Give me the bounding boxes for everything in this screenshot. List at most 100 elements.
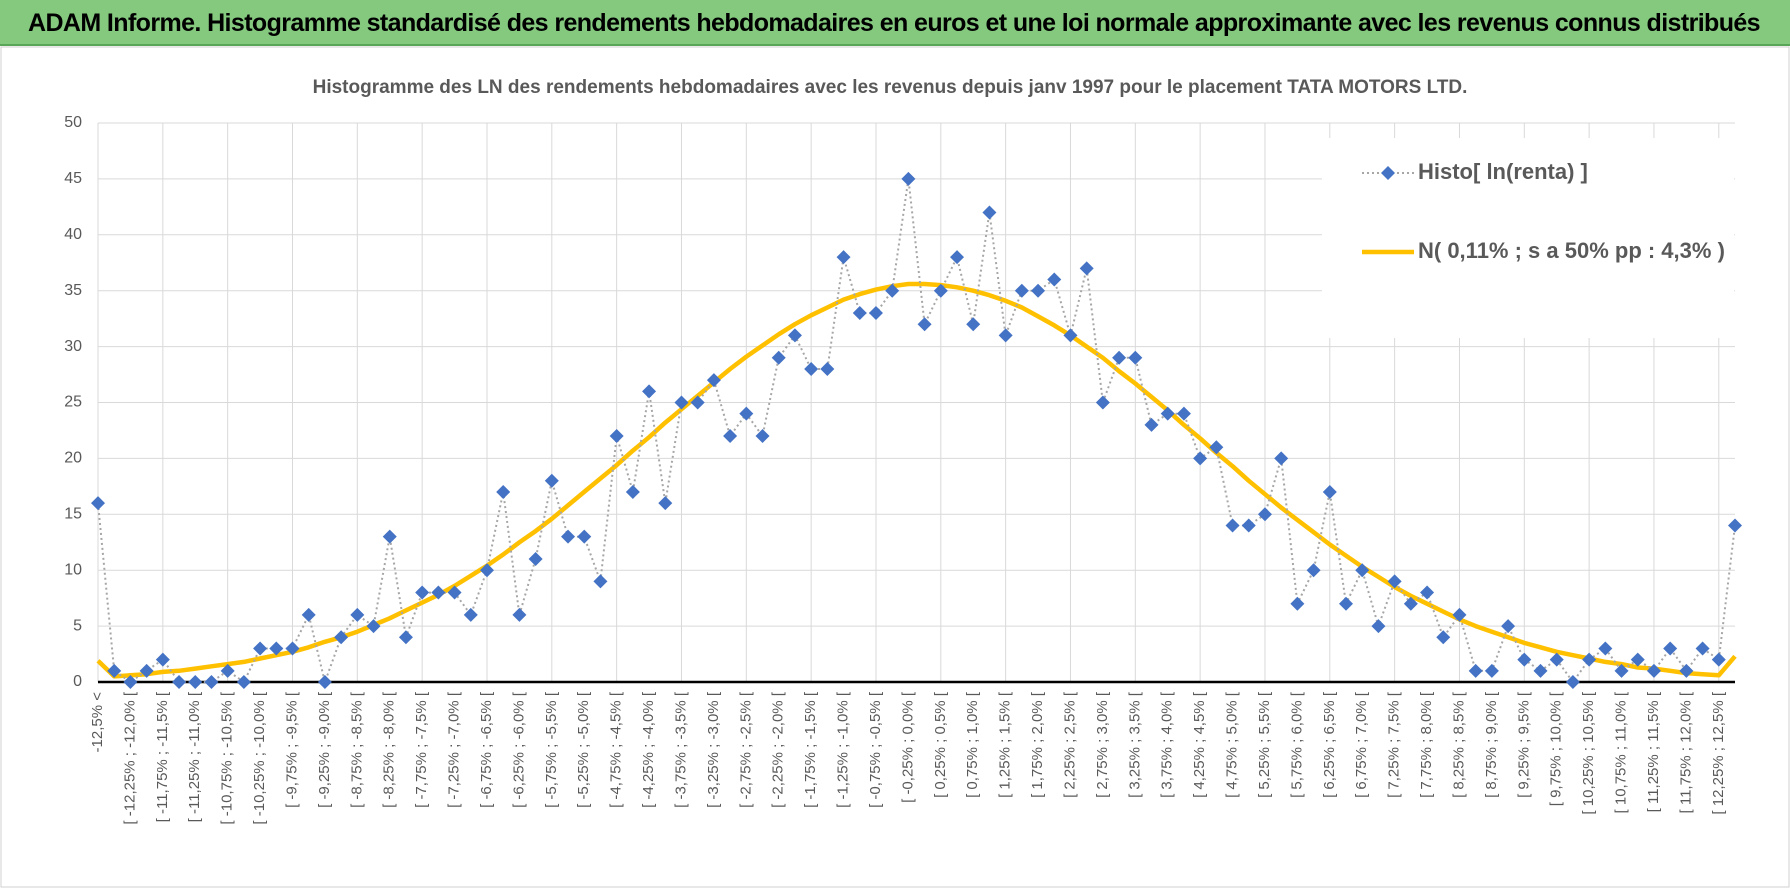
data-point bbox=[933, 283, 948, 298]
x-tick-label: [ 10,25% ; 10,5% [ bbox=[1580, 691, 1597, 814]
data-point bbox=[479, 563, 494, 578]
data-point bbox=[1063, 328, 1078, 343]
x-tick-label: [ 7,25% ; 7,5% [ bbox=[1386, 691, 1403, 798]
data-point bbox=[1047, 272, 1062, 287]
data-point bbox=[998, 328, 1013, 343]
x-tick-label: [ 2,25% ; 2,5% [ bbox=[1061, 691, 1078, 798]
data-point bbox=[1452, 607, 1467, 622]
data-point bbox=[1630, 652, 1645, 667]
data-point bbox=[1646, 663, 1661, 678]
data-point bbox=[155, 652, 170, 667]
x-tick-label: [ 11,25% ; 11,5% [ bbox=[1645, 691, 1662, 812]
data-point bbox=[1176, 406, 1191, 421]
x-tick-label: [ 11,75% ; 12,0% [ bbox=[1677, 691, 1694, 813]
data-point bbox=[982, 205, 997, 220]
y-tick-label: 45 bbox=[64, 170, 82, 187]
data-point bbox=[123, 675, 138, 689]
data-point bbox=[625, 484, 640, 499]
x-tick-label: -12,5% < bbox=[89, 692, 106, 753]
data-point bbox=[1241, 518, 1256, 533]
data-point bbox=[1614, 663, 1629, 678]
data-point bbox=[690, 395, 705, 410]
x-tick-label: [ 3,75% ; 4,0% [ bbox=[1159, 691, 1176, 798]
data-point bbox=[723, 429, 738, 444]
data-point bbox=[398, 630, 413, 645]
x-tick-label: [ 9,25% ; 9,5% [ bbox=[1515, 691, 1532, 798]
data-point bbox=[755, 429, 770, 444]
data-point bbox=[885, 283, 900, 298]
data-point bbox=[107, 663, 122, 678]
x-tick-label: [ 2,75% ; 3,0% [ bbox=[1094, 691, 1111, 798]
x-tick-label: [ -7,75% ; -7,5% [ bbox=[413, 691, 430, 808]
x-tick-label: [ 4,75% ; 5,0% [ bbox=[1224, 691, 1241, 798]
data-point bbox=[1695, 641, 1710, 656]
data-point bbox=[1711, 652, 1726, 667]
x-tick-label: [ -4,75% ; -4,5% [ bbox=[608, 691, 625, 808]
data-point bbox=[1290, 596, 1305, 611]
chart: Histogramme des LN des rendements hebdom… bbox=[0, 46, 1790, 888]
y-tick-label: 0 bbox=[73, 673, 82, 690]
x-tick-label: [ -8,25% ; -8,0% [ bbox=[381, 691, 398, 808]
data-point bbox=[1468, 663, 1483, 678]
data-point bbox=[1484, 663, 1499, 678]
x-tick-label: [ 9,75% ; 10,0% [ bbox=[1548, 691, 1565, 806]
data-point bbox=[188, 675, 203, 689]
x-tick-label: [ 5,25% ; 5,5% [ bbox=[1256, 691, 1273, 798]
x-tick-label: [ -0,75% ; -0,5% [ bbox=[867, 691, 884, 808]
data-point bbox=[820, 361, 835, 376]
data-point bbox=[706, 373, 721, 388]
data-point bbox=[1501, 619, 1516, 634]
data-point bbox=[334, 630, 349, 645]
data-point bbox=[1371, 619, 1386, 634]
data-point bbox=[139, 663, 154, 678]
x-tick-label: [ -2,25% ; -2,0% [ bbox=[770, 691, 787, 808]
x-tick-label: [ 0,75% ; 1,0% [ bbox=[964, 691, 981, 798]
data-point bbox=[1565, 675, 1580, 689]
data-point bbox=[544, 473, 559, 488]
header-banner: ADAM Informe. Histogramme standardisé de… bbox=[0, 0, 1790, 46]
x-tick-label: [ -6,75% ; -6,5% [ bbox=[478, 691, 495, 808]
y-tick-label: 25 bbox=[64, 394, 82, 411]
data-point bbox=[1533, 663, 1548, 678]
y-tick-label: 40 bbox=[64, 226, 82, 243]
data-point bbox=[236, 675, 251, 689]
data-point bbox=[496, 484, 511, 499]
x-tick-label: [ 1,75% ; 2,0% [ bbox=[1029, 691, 1046, 798]
data-point bbox=[463, 607, 478, 622]
data-point bbox=[382, 529, 397, 544]
data-point bbox=[350, 607, 365, 622]
x-tick-label: [ -1,25% ; -1,0% [ bbox=[835, 691, 852, 808]
x-tick-label: [ -12,25% ; -12,0% [ bbox=[121, 691, 138, 824]
data-point bbox=[269, 641, 284, 656]
data-point bbox=[366, 619, 381, 634]
data-point bbox=[1679, 663, 1694, 678]
data-point bbox=[577, 529, 592, 544]
x-tick-label: [ 0,25% ; 0,5% [ bbox=[932, 691, 949, 798]
data-point bbox=[1403, 596, 1418, 611]
x-tick-label: [ -9,25% ; -9,0% [ bbox=[316, 691, 333, 808]
x-tick-label: [ 8,75% ; 9,0% [ bbox=[1483, 691, 1500, 798]
x-tick-label: [ -11,75% ; -11,5% [ bbox=[154, 691, 171, 822]
x-tick-label: [ 3,25% ; 3,5% [ bbox=[1126, 691, 1143, 798]
x-tick-label: [ 7,75% ; 8,0% [ bbox=[1418, 691, 1435, 798]
y-tick-label: 50 bbox=[64, 114, 82, 131]
x-tick-label: [ 12,25% ; 12,5% [ bbox=[1710, 691, 1727, 814]
data-point bbox=[528, 552, 543, 567]
data-point bbox=[642, 384, 657, 399]
data-point bbox=[91, 496, 105, 511]
y-tick-label: 20 bbox=[64, 450, 82, 467]
x-tick-label: [ -7,25% ; -7,0% [ bbox=[446, 691, 463, 808]
data-point bbox=[609, 429, 624, 444]
data-point bbox=[1728, 518, 1742, 533]
y-tick-label: 10 bbox=[64, 561, 82, 578]
data-point bbox=[1225, 518, 1240, 533]
data-point bbox=[447, 585, 462, 600]
legend-label: N( 0,11% ; s a 50% pp : 4,3% ) bbox=[1418, 238, 1725, 263]
x-tick-label: [ -0,25% ; 0,0% [ bbox=[899, 691, 916, 803]
data-point bbox=[804, 361, 819, 376]
data-point bbox=[852, 306, 867, 321]
data-point bbox=[220, 663, 235, 678]
x-tick-label: [ -10,25% ; -10,0% [ bbox=[251, 691, 268, 824]
data-point bbox=[1517, 652, 1532, 667]
